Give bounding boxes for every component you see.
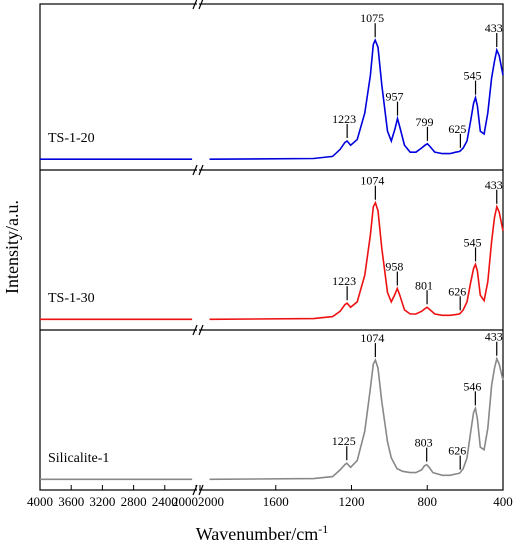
peak-label: 433 — [485, 330, 503, 344]
peak-label: 1223 — [332, 112, 356, 126]
break-slash — [198, 0, 204, 10]
series-line-right — [209, 38, 504, 160]
break-slash — [192, 0, 198, 10]
series-layer: 1223 1075 957 799 625 545 433 TS-1-20 1223 1074 95… — [40, 11, 504, 481]
peak-label: 1074 — [360, 331, 384, 345]
panel-label: TS-1-20 — [48, 131, 95, 146]
peak-label: 546 — [463, 379, 481, 393]
x-tick-label: 3600 — [58, 494, 84, 509]
series-line-right — [209, 356, 504, 481]
break-slash — [198, 164, 204, 176]
x-tick-label: 2000 — [198, 494, 224, 509]
peak-label: 799 — [415, 115, 433, 129]
break-slash — [192, 484, 198, 496]
x-tick-label: 400 — [493, 494, 513, 509]
series-group-ts-1-20: 1223 1075 957 799 625 545 433 TS-1-20 — [40, 11, 504, 160]
panel-label: TS-1-30 — [48, 291, 95, 306]
peak-label: 1223 — [332, 274, 356, 288]
peak-label: 801 — [415, 278, 433, 292]
break-slash — [192, 324, 198, 336]
break-gap — [197, 0, 199, 10]
panel-label: Silicalite-1 — [48, 451, 109, 466]
peak-label: 433 — [485, 21, 503, 35]
x-tick-label: 4000 — [27, 494, 53, 509]
break-slash — [198, 324, 204, 336]
break-slash — [198, 484, 204, 496]
x-tick-label: 1600 — [263, 494, 289, 509]
x-axis-title: Wavenumber/cm-1 — [196, 522, 329, 544]
peak-label: 433 — [485, 178, 503, 192]
break-slash — [192, 164, 198, 176]
x-tick-label: 1200 — [339, 494, 365, 509]
x-tick-label: 2800 — [121, 494, 147, 509]
peak-label: 958 — [385, 260, 403, 274]
peak-label: 957 — [386, 90, 404, 104]
peak-label: 1074 — [360, 174, 384, 188]
peak-label: 1075 — [360, 11, 384, 25]
plot-frame — [39, 3, 504, 491]
series-group-ts-1-30: 1223 1074 958 801 626 545 433 TS-1-30 — [40, 174, 504, 321]
x-tick-label: 2000 — [172, 494, 198, 509]
peak-label: 803 — [415, 436, 433, 450]
peak-label: 625 — [448, 122, 466, 136]
break-gap — [197, 164, 199, 176]
peak-label: 1225 — [332, 434, 356, 448]
peak-label: 545 — [464, 235, 482, 249]
x-tick-label: 3200 — [89, 494, 115, 509]
break-gap — [197, 324, 199, 336]
y-axis-title: Intensity/a.u. — [2, 200, 22, 294]
peak-label: 626 — [448, 444, 466, 458]
series-line-right — [209, 200, 504, 321]
series-group-silicalite-1: 1225 1074 803 626 546 433 Silicalite-1 — [40, 330, 504, 481]
peak-label: 545 — [464, 69, 482, 83]
x-tick-label: 800 — [418, 494, 438, 509]
axis-break-marks — [192, 0, 204, 496]
peak-label: 626 — [448, 284, 466, 298]
break-gap — [197, 484, 199, 496]
x-tick-label: 2400 — [152, 494, 178, 509]
